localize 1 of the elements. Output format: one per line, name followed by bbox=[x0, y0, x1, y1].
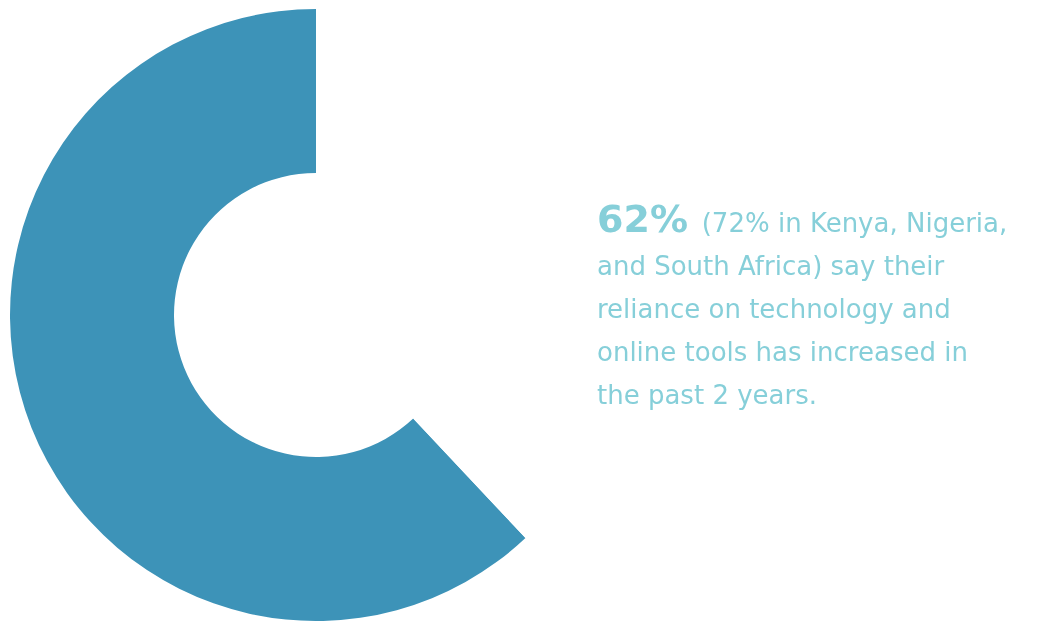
text: 62% (72% in Kenya, Nigeria, and South Africa) say their reliance on technology and online tools has increased in the past 2 years. bbox=[597, 197, 1008, 410]
